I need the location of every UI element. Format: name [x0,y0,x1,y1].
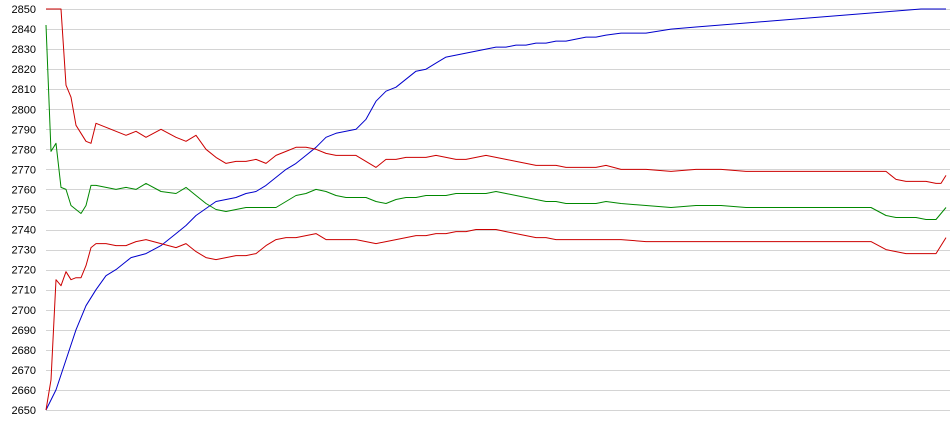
series-lines [45,8,947,411]
y-tick-label: 2690 [12,325,36,337]
y-tick-label: 2740 [12,225,36,237]
y-tick-label: 2760 [12,184,36,196]
y-tick-label: 2710 [12,285,36,297]
y-tick-label: 2790 [12,124,36,136]
y-tick-label: 2830 [12,44,36,56]
y-tick-label: 2800 [12,104,36,116]
y-tick-label: 2750 [12,205,36,217]
series-line-1 [45,8,946,411]
y-tick-label: 2850 [12,4,36,16]
gridlines [46,9,950,411]
y-tick-label: 2700 [12,305,36,317]
y-tick-label: 2730 [12,245,36,257]
series-line-3 [45,24,947,220]
y-tick-label: 2820 [12,64,36,76]
series-line-2 [46,8,947,184]
y-tick-label: 2670 [12,365,36,377]
series-line-4 [45,229,947,411]
y-tick-label: 2720 [12,265,36,277]
y-tick-label: 2770 [12,164,36,176]
y-tick-label: 2680 [12,345,36,357]
y-tick-label: 2810 [12,84,36,96]
y-axis: 2650 2660 2670 2680 2690 2700 2710 2720 2730 2740… [12,4,36,417]
y-tick-label: 2660 [12,385,36,397]
y-tick-label: 2780 [12,144,36,156]
y-tick-label: 2650 [12,405,36,417]
y-tick-label: 2840 [12,24,36,36]
